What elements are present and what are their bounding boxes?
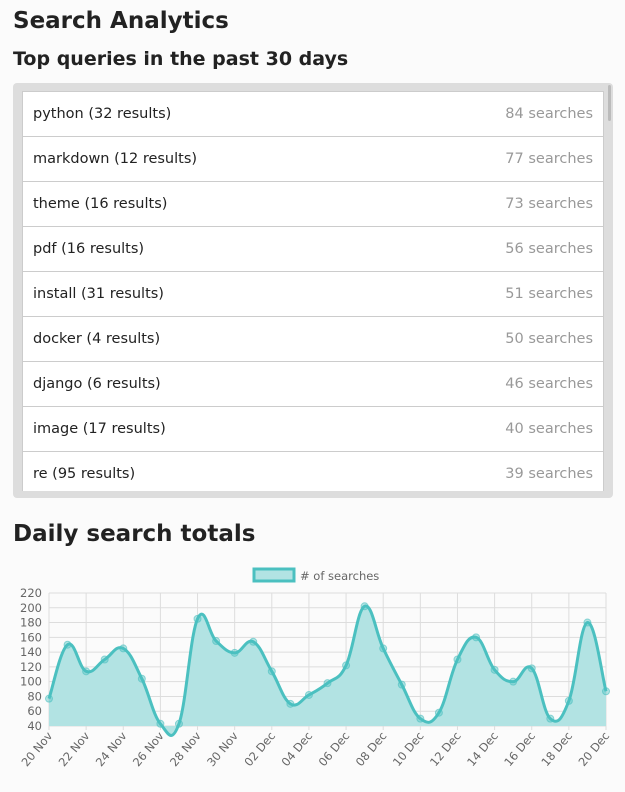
query-label: pdf (16 results) (33, 241, 145, 257)
y-tick-label: 80 (27, 689, 42, 703)
x-tick-label: 02 Dec (241, 729, 278, 769)
y-tick-label: 60 (27, 704, 42, 718)
legend-swatch (252, 567, 296, 583)
data-point (286, 699, 295, 708)
data-point (156, 719, 165, 728)
query-count: 50 searches (505, 331, 593, 347)
data-point (230, 648, 239, 657)
query-row[interactable]: docker (4 results) 50 searches (22, 317, 604, 362)
data-point (602, 687, 610, 696)
legend-label: # of searches (300, 569, 379, 583)
query-row[interactable]: re (95 results) 39 searches (22, 452, 604, 491)
x-tick-label: 18 Dec (538, 729, 575, 769)
y-tick-label: 100 (20, 675, 42, 689)
data-point (434, 708, 443, 717)
data-point (267, 667, 276, 676)
series-line (47, 604, 608, 737)
query-label: install (31 results) (33, 286, 164, 302)
y-tick-label: 140 (20, 645, 42, 659)
query-count: 84 searches (505, 106, 593, 122)
x-tick-label: 20 Dec (576, 729, 613, 769)
data-point (416, 714, 425, 723)
query-row[interactable]: pdf (16 results) 56 searches (22, 227, 604, 272)
query-count: 46 searches (505, 376, 593, 392)
query-count: 73 searches (505, 196, 593, 212)
y-tick-label: 180 (20, 616, 42, 630)
query-label: docker (4 results) (33, 331, 161, 347)
data-point (45, 694, 53, 703)
data-point (397, 680, 406, 689)
query-label: markdown (12 results) (33, 151, 198, 167)
data-point (119, 644, 128, 653)
data-point (100, 655, 109, 664)
query-label: django (6 results) (33, 376, 161, 392)
query-count: 51 searches (505, 286, 593, 302)
data-point (564, 696, 573, 705)
data-point (304, 690, 313, 699)
query-count: 39 searches (505, 466, 593, 482)
data-point (490, 665, 499, 674)
query-label: python (32 results) (33, 106, 172, 122)
query-row[interactable]: python (32 results) 84 searches (22, 91, 604, 137)
y-tick-label: 120 (20, 660, 42, 674)
data-point (249, 637, 258, 646)
y-tick-label: 200 (20, 601, 42, 615)
data-point (137, 674, 146, 683)
query-row[interactable]: django (6 results) 46 searches (22, 362, 604, 407)
data-point (342, 661, 351, 670)
top-queries-heading: Top queries in the past 30 days (13, 48, 349, 70)
daily-totals-heading: Daily search totals (13, 521, 256, 547)
query-label: image (17 results) (33, 421, 166, 437)
query-row[interactable]: install (31 results) 51 searches (22, 272, 604, 317)
data-point (546, 714, 555, 723)
x-tick-label: 08 Dec (353, 729, 390, 769)
data-point (63, 640, 72, 649)
data-point (193, 614, 202, 623)
scrollbar[interactable] (608, 85, 611, 121)
query-row[interactable]: markdown (12 results) 77 searches (22, 137, 604, 182)
query-label: theme (16 results) (33, 196, 168, 212)
y-tick-label: 40 (27, 719, 42, 733)
data-point (509, 677, 518, 686)
query-row[interactable]: theme (16 results) 73 searches (22, 182, 604, 227)
data-point (453, 655, 462, 664)
x-tick-label: 06 Dec (316, 729, 353, 769)
query-count: 77 searches (505, 151, 593, 167)
data-point (323, 679, 332, 688)
queries-list[interactable]: python (32 results) 84 searches markdown (… (22, 91, 604, 491)
series-area (49, 606, 606, 736)
y-tick-label: 160 (20, 630, 42, 644)
data-point (472, 633, 481, 642)
data-point (360, 602, 369, 611)
x-tick-label: 30 Nov (204, 729, 241, 769)
x-tick-label: 10 Dec (390, 729, 427, 769)
y-tick-label: 220 (20, 586, 42, 600)
data-point (379, 644, 388, 653)
query-count: 56 searches (505, 241, 593, 257)
x-tick-label: 14 Dec (464, 729, 501, 769)
x-tick-label: 22 Nov (56, 729, 93, 769)
query-label: re (95 results) (33, 466, 136, 482)
data-point (174, 719, 183, 728)
x-tick-label: 20 Nov (18, 729, 55, 769)
data-point (82, 667, 91, 676)
x-tick-label: 16 Dec (501, 729, 538, 769)
query-count: 40 searches (505, 421, 593, 437)
x-tick-label: 26 Nov (130, 729, 167, 769)
x-tick-label: 24 Nov (93, 729, 130, 769)
query-row[interactable]: image (17 results) 40 searches (22, 407, 604, 452)
x-tick-label: 04 Dec (278, 729, 315, 769)
data-point (212, 637, 221, 646)
page-title: Search Analytics (13, 8, 229, 34)
data-point (583, 618, 592, 627)
data-point (527, 664, 536, 673)
x-tick-label: 12 Dec (427, 729, 464, 769)
queries-panel: python (32 results) 84 searches markdown (… (13, 83, 613, 498)
